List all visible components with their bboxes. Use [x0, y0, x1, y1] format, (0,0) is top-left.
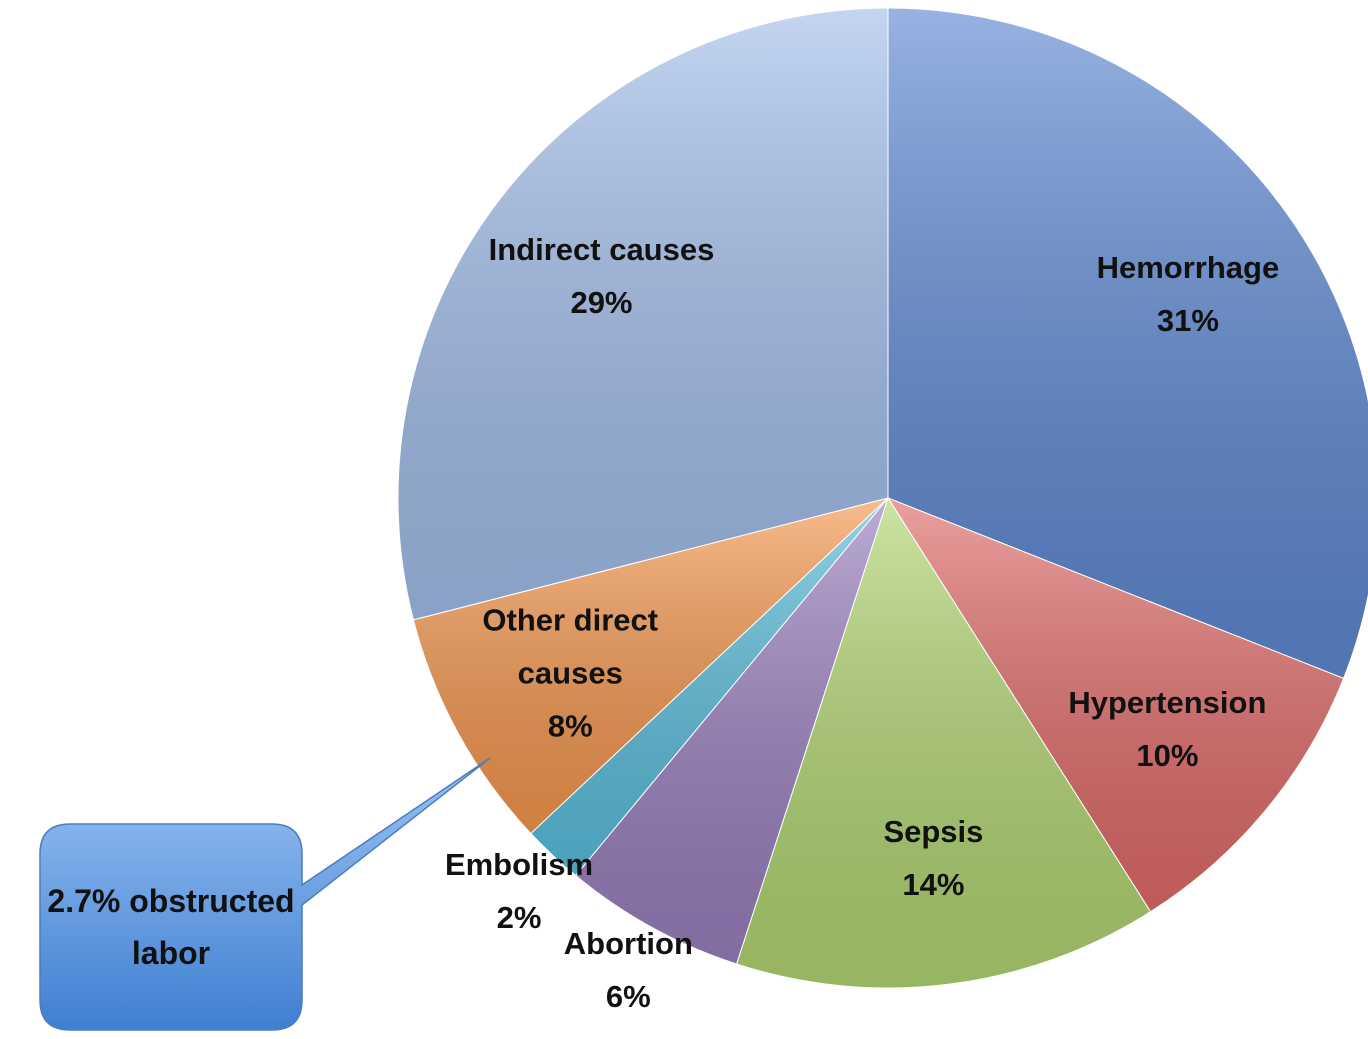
slice-shade — [574, 497, 889, 965]
data-label: Embolism 2% — [379, 838, 659, 944]
slice-name: Hemorrhage — [1096, 250, 1280, 286]
slice-name: Indirect causes — [488, 231, 715, 267]
slice-name: Hypertension — [1068, 685, 1267, 721]
slice-name: Other direct causes — [482, 602, 659, 691]
slice-name: Embolism — [444, 846, 594, 882]
data-label: Sepsis 14% — [793, 805, 1073, 911]
slice-value: 29% — [570, 284, 633, 320]
data-label: Abortion 6% — [488, 917, 768, 1023]
data-label: Indirect causes 29% — [461, 223, 741, 329]
slice-value: 2% — [496, 899, 542, 935]
slice-shade — [412, 497, 889, 835]
slice-value: 31% — [1156, 303, 1219, 339]
slice-shade — [887, 7, 1368, 680]
slice-shade — [397, 7, 889, 621]
slice-shade — [735, 496, 1152, 989]
slice-value: 6% — [605, 979, 651, 1015]
slice-name: Abortion — [563, 926, 693, 962]
slices — [397, 7, 1368, 989]
slice-value: 10% — [1136, 738, 1199, 774]
data-label: Hypertension 10% — [1027, 676, 1307, 782]
callout-text: 2.7% obstructed labor — [47, 883, 295, 971]
data-label: Hemorrhage 31% — [1048, 241, 1328, 347]
callout-box — [39, 757, 491, 1031]
slice-value: 14% — [902, 866, 965, 902]
data-label: Other direct causes 8% — [430, 593, 710, 752]
slice-shade — [886, 496, 1345, 913]
slice-value: 8% — [547, 708, 593, 744]
slice-name: Sepsis — [883, 813, 984, 849]
